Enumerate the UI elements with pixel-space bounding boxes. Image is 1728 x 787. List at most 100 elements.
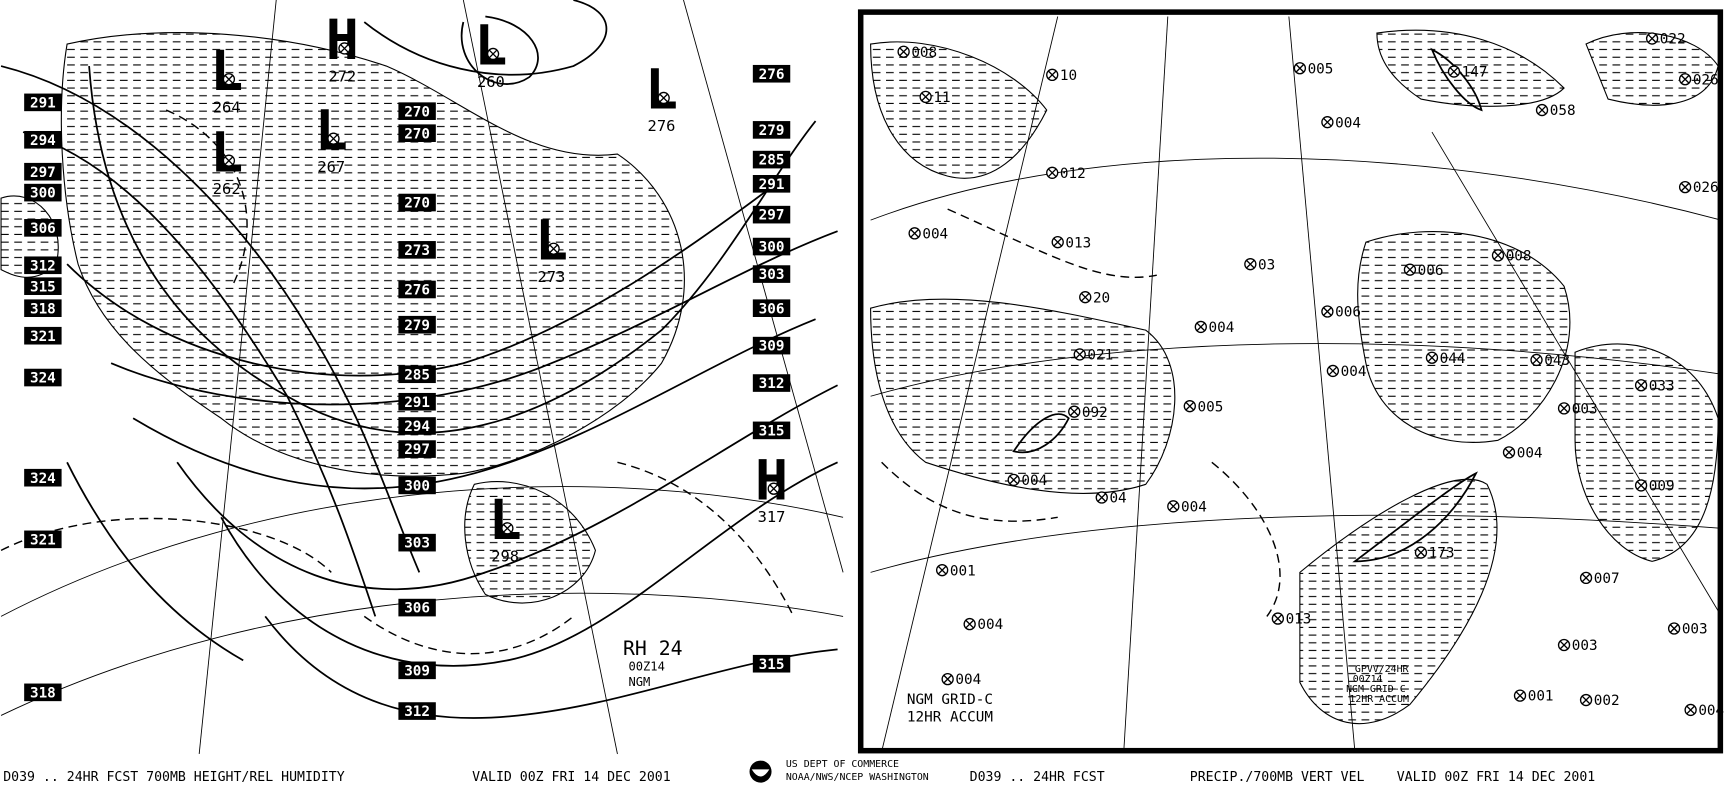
precip-label: 147 (1462, 65, 1488, 81)
pressure-center-symbol: H (326, 8, 359, 72)
center-symbol (1559, 640, 1569, 650)
center-symbol (1185, 401, 1195, 411)
height-box (398, 365, 436, 384)
height-box (752, 336, 791, 355)
center-symbol (1246, 259, 1255, 269)
precip-label: 004 (1335, 115, 1361, 131)
right-panel: NGM GRID-C 12HR ACCUM GPVV/24HR 00Z14 NG… (857, 9, 1724, 754)
center-symbol (1405, 265, 1415, 274)
footer: D039 .. 24HR FCST 700MB HEIGHT/REL HUMID… (3, 759, 1595, 785)
center-symbol (1581, 573, 1591, 583)
precip-label: 005 (1198, 399, 1224, 415)
pressure-center-value: 317 (758, 508, 786, 526)
precip-label: 10 (1060, 68, 1077, 84)
height-box (752, 299, 791, 318)
height-label: 270 (404, 126, 430, 142)
height-box (752, 374, 791, 392)
height-label: 303 (404, 536, 430, 552)
pressure-center-symbol: L (315, 98, 348, 162)
height-box (24, 183, 62, 202)
precip-label: 006 (1335, 305, 1361, 321)
height-box (398, 102, 436, 120)
height-box (24, 299, 62, 318)
inset-label: 12HR ACCUM (907, 710, 993, 726)
precip-label: 004 (1517, 445, 1543, 461)
height-label: 321 (30, 329, 56, 345)
center-symbol (1636, 481, 1646, 490)
center-symbol (1647, 34, 1657, 43)
height-label: 312 (404, 704, 430, 720)
height-box (752, 237, 791, 256)
pressure-center-value: 260 (477, 73, 505, 91)
precip-label: 003 (1682, 622, 1708, 638)
precip-label: 033 (1649, 378, 1675, 394)
center-symbol (1515, 691, 1525, 700)
center-symbol (1196, 322, 1206, 332)
precip-label: 009 (1649, 479, 1675, 495)
precip-label: 021 (1087, 348, 1113, 364)
height-box (398, 476, 436, 495)
inset-label: 12HR ACCUM (1349, 694, 1409, 705)
height-label: 321 (30, 532, 56, 548)
height-box (398, 124, 436, 142)
height-label: 312 (759, 376, 785, 392)
center-symbol (1559, 404, 1569, 413)
pressure-center-symbol: L (210, 39, 243, 103)
height-label: 315 (30, 279, 56, 295)
inset-label: NGM GRID-C (1346, 684, 1406, 695)
height-box (752, 654, 791, 673)
center-symbol (769, 484, 779, 494)
height-label: 291 (30, 95, 56, 111)
height-box (24, 130, 62, 149)
center-symbol (1075, 350, 1085, 359)
height-label: 315 (759, 657, 785, 673)
center-symbol (1168, 502, 1178, 511)
height-box (24, 683, 62, 702)
height-box (24, 162, 62, 181)
precip-label: 004 (977, 617, 1003, 633)
height-label: 306 (759, 301, 785, 317)
precip-label: 012 (1060, 166, 1086, 182)
center-symbol (1581, 695, 1591, 705)
height-box (398, 417, 436, 435)
center-symbol (899, 47, 908, 57)
inset-label: NGM GRID-C (907, 692, 993, 708)
height-label: 297 (404, 442, 430, 458)
height-label: 312 (30, 258, 56, 274)
pressure-center-value: 264 (213, 98, 241, 116)
pressure-center-value: 262 (213, 180, 241, 198)
pressure-center-value: 272 (328, 68, 356, 86)
height-label: 276 (404, 283, 430, 299)
center-symbol (1009, 475, 1019, 485)
height-label: 291 (759, 177, 785, 193)
height-box (752, 121, 791, 139)
center-symbol (1680, 74, 1690, 84)
center-symbol (921, 92, 930, 102)
center-symbol (1449, 67, 1459, 76)
precip-label: 006 (1418, 263, 1444, 279)
height-box (24, 368, 62, 387)
height-label: 306 (404, 601, 430, 617)
height-label: 300 (404, 479, 430, 495)
center-symbol (1427, 353, 1437, 363)
agency: US DEPT OF COMMERCE (786, 759, 899, 770)
precip-label: 20 (1093, 290, 1110, 306)
height-label: 318 (30, 685, 56, 701)
precip-label: 013 (1286, 612, 1312, 628)
height-box (752, 421, 791, 440)
height-box (24, 530, 62, 549)
precip-label: 058 (1550, 103, 1576, 119)
precip-label: 026 (1693, 180, 1719, 196)
precip-label: 11 (933, 90, 950, 106)
height-label: 279 (404, 318, 430, 334)
pressure-center-value: 273 (537, 268, 565, 286)
center-symbol (1080, 292, 1090, 302)
height-box (752, 205, 791, 224)
pressure-center-symbol: L (489, 488, 522, 552)
center-symbol (1537, 105, 1547, 115)
pressure-center-symbol: L (210, 120, 243, 184)
center-symbol (943, 674, 952, 684)
center-symbol (937, 565, 947, 575)
precip-label: 004 (1181, 499, 1207, 515)
precip-label: 092 (1082, 405, 1108, 421)
